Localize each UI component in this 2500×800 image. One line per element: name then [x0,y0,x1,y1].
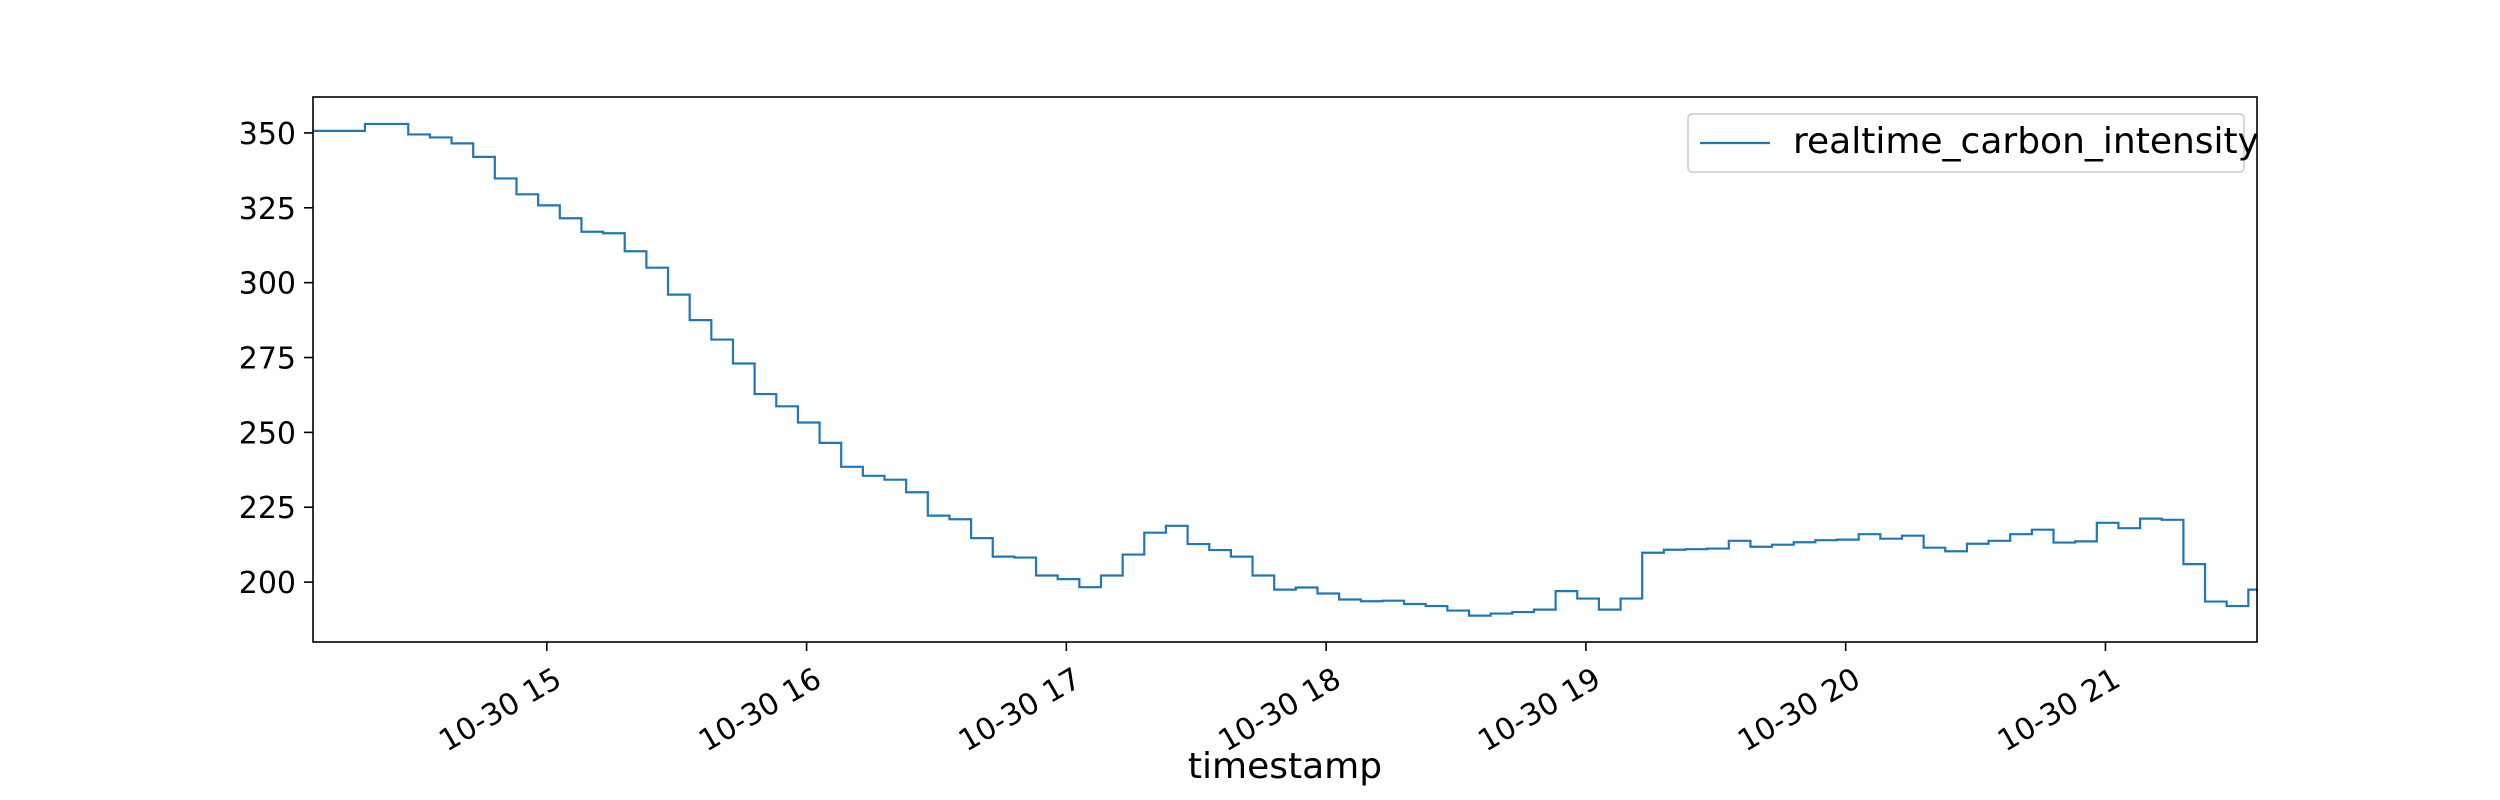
series-line [313,122,2259,617]
plot-frame [312,96,2258,643]
y-tick-label: 225 [239,491,296,526]
legend-frame [1687,113,2245,173]
plot-area [313,122,2259,617]
legend-label: realtime_carbon_intensity [1793,121,2259,162]
legend: realtime_carbon_intensity [1687,113,2259,173]
y-tick-label: 325 [239,192,296,227]
y-tick-label: 350 [239,117,296,152]
y-tick-label: 300 [239,267,296,302]
x-axis-label: timestamp [1188,746,1382,787]
y-tick-label: 200 [239,566,296,601]
y-tick-label: 250 [239,416,296,451]
y-tick-label: 275 [239,342,296,377]
